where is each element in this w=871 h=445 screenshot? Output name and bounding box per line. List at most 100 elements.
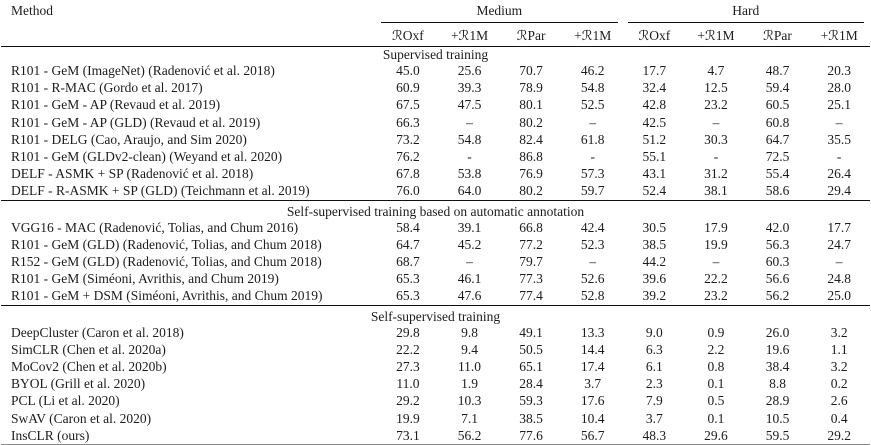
col-header-r1m-medium-2: +ℛ1M	[561, 25, 624, 47]
value-cell: 59.5	[765, 427, 790, 443]
table-row: R101 - GeM - AP (GLD) (Revaud et al. 201…	[1, 114, 870, 131]
value-cell: 39.6	[642, 271, 667, 287]
value-cell: –	[466, 114, 473, 130]
value-cell: 47.6	[457, 288, 482, 304]
value-cell: 59.4	[765, 80, 790, 96]
table-row: InsCLR (ours) 73.1 56.2 77.6 56.7 48.3 29.6 59.…	[1, 427, 870, 445]
value-cell: 68.7	[396, 254, 420, 270]
value-cell: 10.5	[765, 410, 790, 426]
value-cell: 12.5	[704, 80, 728, 96]
value-cell: 0.1	[707, 376, 725, 392]
table-row: BYOL (Grill et al. 2020) 11.0 1.9 28.4 3.7 2.…	[1, 375, 870, 392]
value-cell: 32.4	[642, 80, 667, 96]
value-cell: 72.5	[765, 149, 790, 165]
value-cell: 77.6	[519, 427, 543, 443]
value-cell: 65.3	[396, 271, 420, 287]
value-cell: 53.8	[457, 166, 482, 182]
value-cell: 55.1	[642, 149, 667, 165]
value-cell: 78.9	[519, 80, 543, 96]
value-cell: 20.3	[827, 63, 851, 78]
value-cell: 31.2	[704, 166, 728, 182]
value-cell: 43.1	[642, 166, 667, 182]
col-header-roxf-medium: ℛOxf	[377, 25, 439, 47]
group-header-medium: Medium	[377, 0, 623, 25]
table-row: DeepCluster (Caron et al. 2018) 29.8 9.8 49…	[1, 324, 870, 341]
value-cell: 22.2	[396, 341, 420, 357]
value-cell: 60.3	[765, 254, 790, 270]
value-cell: 56.2	[457, 427, 482, 443]
value-cell: -	[836, 149, 842, 165]
value-cell: 52.6	[580, 271, 605, 287]
value-cell: -	[713, 149, 719, 165]
table-row: R101 - GeM + DSM (Siméoni, Avrithis, and…	[1, 287, 870, 305]
sub-header-row: ℛOxf +ℛ1M ℛPar +ℛ1M ℛOxf +ℛ1M ℛPar +ℛ1M	[1, 25, 870, 47]
value-cell: –	[589, 114, 597, 130]
table-row: MoCov2 (Chen et al. 2020b) 27.3 11.0 65.1 17…	[1, 358, 870, 375]
method-cell: MoCov2 (Chen et al. 2020b)	[11, 359, 167, 375]
value-cell: 52.4	[642, 183, 667, 199]
value-cell: 17.4	[580, 359, 605, 375]
value-cell: 0.8	[707, 359, 725, 375]
col-header-r1m-medium-1: +ℛ1M	[438, 25, 501, 47]
value-cell: 50.5	[519, 341, 543, 357]
value-cell: 30.3	[704, 131, 728, 147]
method-cell: PCL (Li et al. 2020)	[11, 393, 120, 409]
value-cell: 9.8	[461, 324, 478, 340]
col-header-r1m-hard-1: +ℛ1M	[685, 25, 747, 47]
value-cell: 2.3	[645, 376, 663, 392]
value-cell: 49.1	[519, 324, 543, 340]
value-cell: 39.3	[457, 80, 482, 96]
value-cell: -	[590, 149, 595, 165]
value-cell: –	[712, 114, 720, 130]
method-cell: R101 - GeM (GLD) (Radenović, Tolias, and…	[11, 236, 322, 252]
value-cell: 6.3	[645, 341, 663, 357]
value-cell: 70.7	[519, 63, 543, 78]
method-cell: SwAV (Caron et al. 2020)	[11, 410, 152, 426]
value-cell: 23.2	[704, 97, 728, 113]
value-cell: 19.6	[765, 341, 790, 357]
value-cell: 25.6	[457, 63, 482, 78]
section-header-row: Self-supervised training	[1, 304, 870, 324]
value-cell: 13.3	[580, 324, 605, 340]
value-cell: 8.8	[769, 376, 786, 392]
value-cell: 1.1	[830, 341, 848, 357]
value-cell: 80.1	[519, 97, 543, 113]
value-cell: 60.9	[396, 80, 420, 96]
value-cell: 19.9	[704, 236, 728, 252]
value-cell: 29.2	[396, 393, 420, 409]
value-cell: 24.8	[827, 271, 851, 287]
table-row: R101 - R-MAC (Gordo et al. 2017) 60.9 39.3…	[1, 79, 870, 96]
value-cell: 35.5	[827, 131, 851, 147]
table-row: VGG16 - MAC (Radenović, Tolias, and Chum…	[1, 219, 870, 236]
method-cell: SimCLR (Chen et al. 2020a)	[11, 341, 166, 357]
value-cell: -	[467, 149, 472, 165]
value-cell: 46.2	[580, 63, 605, 78]
table-row: R101 - GeM - AP (Revaud et al. 2019) 67.5…	[1, 96, 870, 113]
value-cell: 25.0	[827, 288, 851, 304]
value-cell: 0.4	[830, 410, 848, 426]
value-cell: 29.6	[704, 427, 728, 443]
value-cell: 82.4	[519, 131, 543, 147]
value-cell: 52.8	[580, 288, 605, 304]
value-cell: 11.0	[457, 359, 482, 375]
method-cell: R101 - GeM + DSM (Siméoni, Avrithis, and…	[11, 288, 323, 304]
value-cell: 64.0	[457, 183, 482, 199]
method-cell: DELF - R-ASMK + SP (GLD) (Teichmann et a…	[11, 183, 310, 199]
method-cell: DELF - ASMK + SP (Radenović et al. 2018)	[11, 166, 254, 182]
value-cell: 4.7	[707, 63, 725, 78]
value-cell: 57.3	[580, 166, 605, 182]
value-cell: 30.5	[642, 219, 667, 235]
value-cell: 76.0	[396, 183, 420, 199]
method-cell: R101 - GeM (GLDv2-clean) (Weyand et al. …	[11, 149, 283, 165]
value-cell: 24.7	[827, 236, 851, 252]
value-cell: 3.2	[830, 359, 848, 375]
value-cell: 45.0	[396, 63, 420, 78]
results-table-body: Supervised training R101 - GeM (ImageNet)…	[1, 47, 870, 445]
value-cell: 61.8	[580, 131, 605, 147]
table-row: DELF - ASMK + SP (Radenović et al. 2018)…	[1, 165, 870, 182]
value-cell: 58.4	[396, 219, 420, 235]
table-row: R152 - GeM (GLD) (Radenović, Tolias, and…	[1, 253, 870, 270]
method-cell: DeepCluster (Caron et al. 2018)	[11, 324, 184, 340]
value-cell: 39.1	[457, 219, 482, 235]
